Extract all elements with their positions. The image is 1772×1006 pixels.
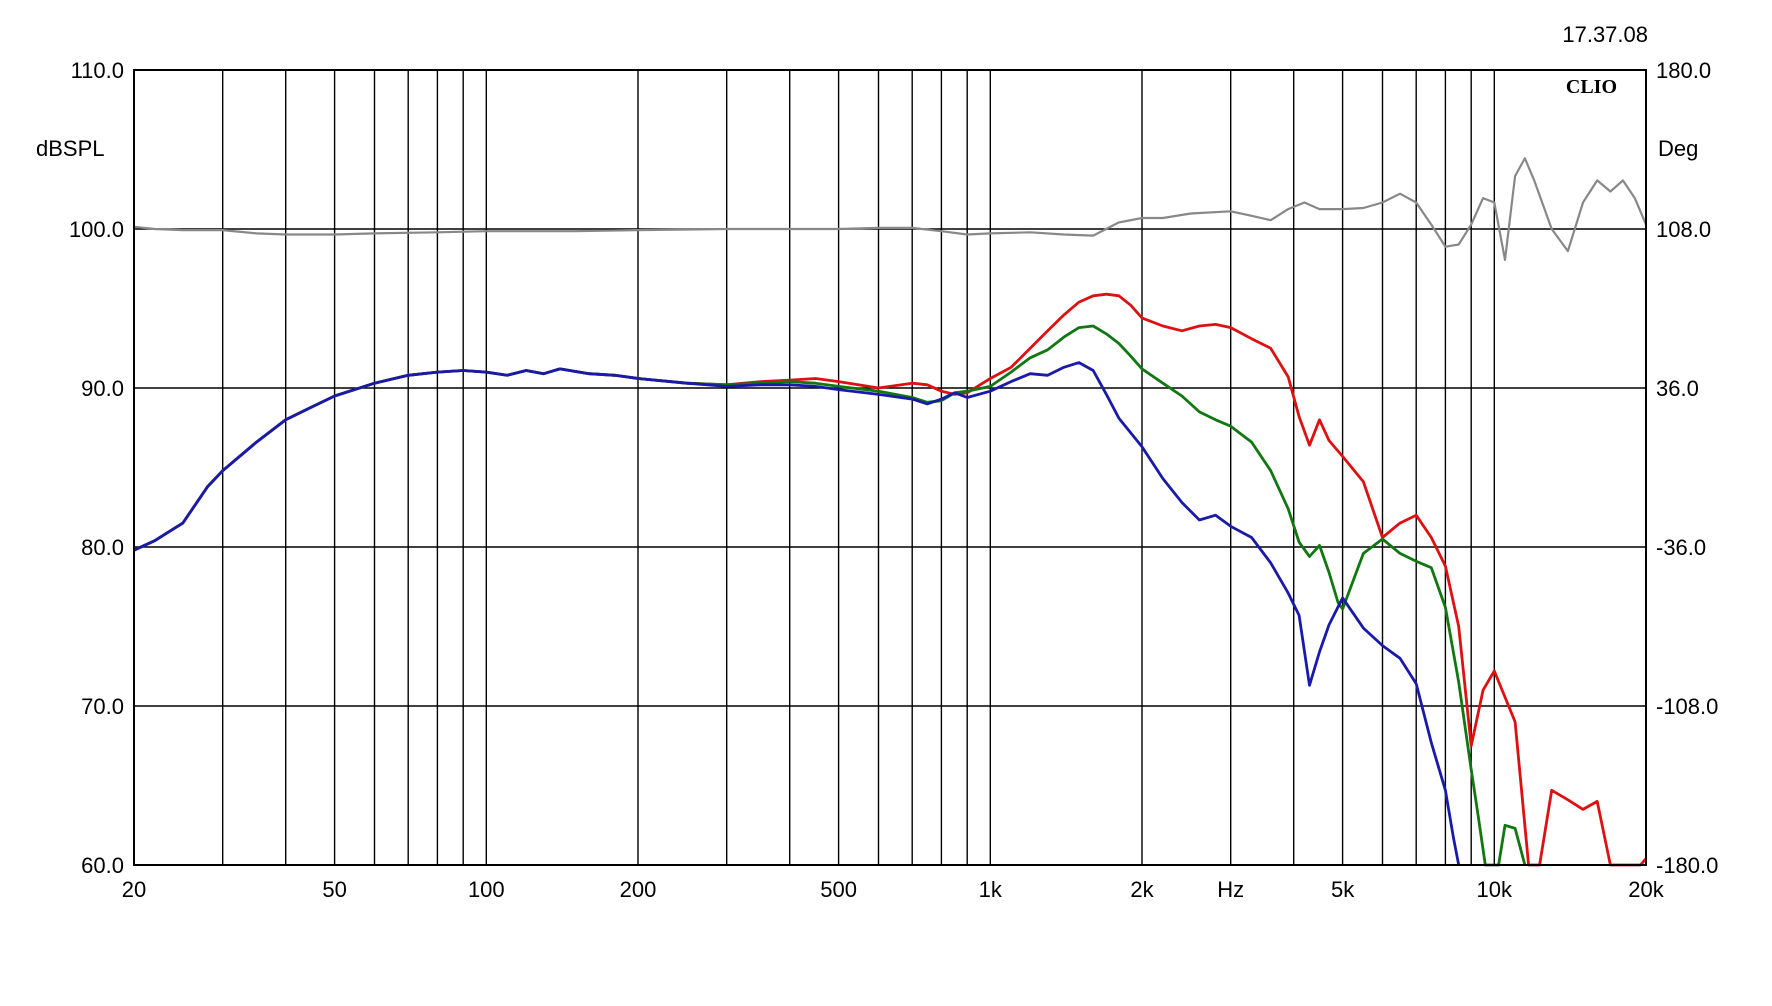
- x-tick-label: Hz: [1217, 877, 1244, 902]
- y-tick-label-right: 36.0: [1656, 376, 1699, 401]
- y-tick-label-left: 110.0: [71, 58, 124, 83]
- y-tick-label-right: -36.0: [1656, 535, 1706, 560]
- y-tick-label-left: 90.0: [81, 376, 124, 401]
- timestamp-label: 17.37.08: [1562, 22, 1648, 47]
- clio-logo: CLIO: [1566, 76, 1617, 98]
- x-tick-label: 10k: [1477, 877, 1513, 902]
- axis-labels: 20 50 100 200 500 1k 2k Hz 5k 10k 20k 60.0 70.0 80.0 9…: [69, 58, 1718, 902]
- y-axis-label-left: dBSPL: [36, 136, 105, 161]
- x-tick-label: 200: [620, 877, 657, 902]
- plot-border: [133, 69, 1647, 866]
- data-series: [133, 157, 1648, 867]
- x-tick-label: 5k: [1331, 877, 1355, 902]
- y-tick-label-right: 108.0: [1656, 217, 1711, 242]
- x-tick-label: 100: [468, 877, 505, 902]
- y-tick-label-left: 60.0: [81, 853, 124, 878]
- phase-series-line: [133, 157, 1648, 261]
- y-tick-label-left: 80.0: [81, 535, 124, 560]
- x-tick-label: 1k: [979, 877, 1003, 902]
- y-tick-label-right: -180.0: [1656, 853, 1718, 878]
- x-tick-label: 50: [322, 877, 346, 902]
- x-tick-label: 2k: [1130, 877, 1154, 902]
- grid-lines: [134, 69, 1647, 866]
- y-tick-label-right: -108.0: [1656, 694, 1718, 719]
- y-tick-label-left: 100.0: [69, 217, 124, 242]
- y-tick-label-right: 180.0: [1656, 58, 1711, 83]
- x-tick-label: 500: [820, 877, 857, 902]
- blue-series-line: [133, 361, 1461, 866]
- y-tick-label-left: 70.0: [81, 694, 124, 719]
- y-axis-label-right: Deg: [1658, 136, 1698, 161]
- x-tick-label: 20: [122, 877, 146, 902]
- x-tick-label: 20k: [1628, 877, 1664, 902]
